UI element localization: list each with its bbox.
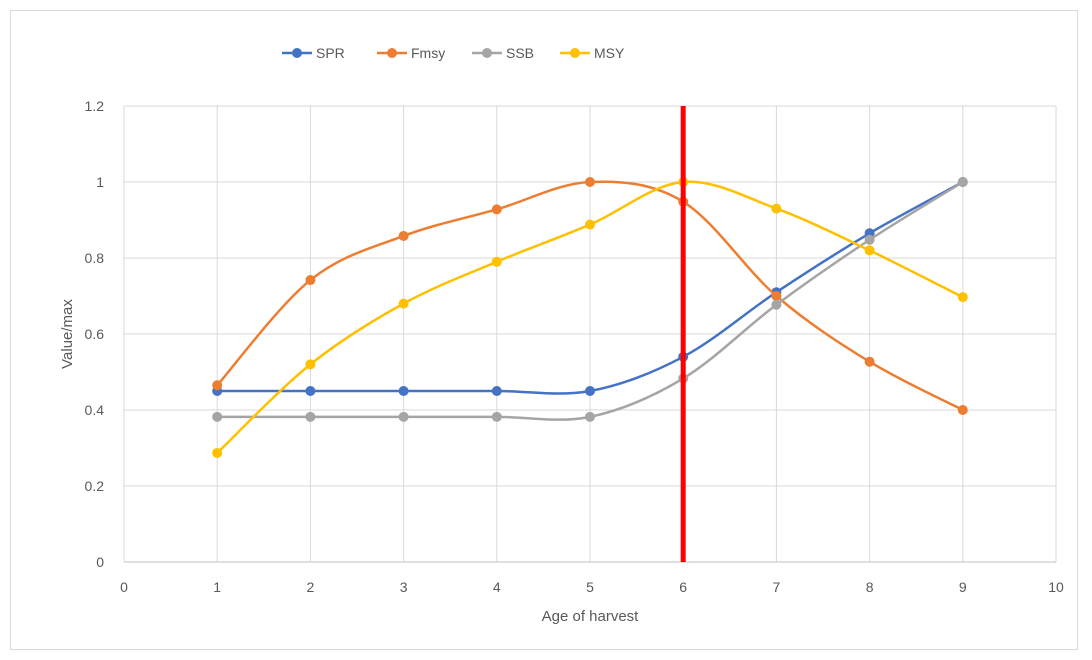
y-tick-label: 0.4	[85, 402, 105, 418]
legend-label-msy: MSY	[594, 45, 625, 61]
data-point	[585, 219, 595, 230]
series-fmsy	[212, 177, 968, 415]
legend-swatch-marker	[387, 48, 397, 58]
x-tick-label: 6	[679, 579, 687, 595]
y-tick-label: 1	[96, 174, 104, 190]
data-point	[771, 299, 782, 310]
x-tick-label: 0	[120, 579, 128, 595]
x-tick-label: 1	[213, 579, 221, 595]
data-point	[398, 298, 409, 309]
legend-label-ssb: SSB	[506, 45, 534, 61]
x-tick-label: 7	[773, 579, 781, 595]
data-point	[305, 359, 316, 370]
data-point	[864, 245, 875, 256]
legend-swatch-marker	[292, 48, 302, 58]
data-point	[212, 380, 223, 391]
tick-labels: 0 1 2 3 4 5 6 7 8 9 10 0 0.2 0.4 0.6 0.8 1 1.2	[85, 98, 1064, 595]
y-tick-label: 0.2	[85, 478, 105, 494]
data-point	[305, 411, 316, 422]
legend-label-fmsy: Fmsy	[411, 45, 445, 61]
data-point	[398, 411, 409, 422]
data-point	[491, 204, 502, 215]
data-point	[864, 356, 875, 367]
data-point	[305, 386, 316, 396]
data-point	[585, 177, 595, 187]
data-point	[491, 386, 502, 396]
legend-label-spr: SPR	[316, 45, 345, 61]
data-point	[212, 411, 223, 422]
gridlines	[124, 105, 1057, 562]
series-line-spr	[217, 180, 964, 395]
data-point	[957, 292, 968, 303]
x-axis-label: Age of harvest	[542, 608, 640, 625]
x-tick-label: 3	[400, 579, 408, 595]
data-point	[585, 411, 595, 422]
data-point	[771, 291, 782, 301]
x-tick-label: 10	[1048, 579, 1064, 595]
y-tick-label: 1.2	[85, 98, 105, 114]
y-axis-label: Value/max	[59, 299, 76, 369]
data-point	[585, 386, 595, 396]
data-point	[398, 230, 409, 241]
legend-swatch-marker	[570, 48, 580, 58]
data-point	[212, 447, 223, 458]
data-point	[957, 405, 968, 415]
series-line-ssb	[217, 180, 964, 421]
x-tick-label: 4	[493, 579, 501, 595]
x-tick-label: 5	[586, 579, 594, 595]
data-point	[491, 256, 502, 267]
legend: SPR Fmsy SSB MSY	[282, 45, 625, 61]
data-point	[771, 203, 782, 214]
y-tick-label: 0	[96, 554, 104, 570]
x-tick-label: 9	[959, 579, 967, 595]
data-point	[305, 275, 316, 286]
data-point	[864, 234, 875, 245]
data-point	[491, 411, 502, 422]
chart-frame	[10, 10, 1078, 650]
series-group	[212, 177, 968, 458]
data-point	[957, 177, 968, 187]
x-tick-label: 8	[866, 579, 874, 595]
axes	[123, 106, 1056, 563]
legend-swatch-marker	[482, 48, 492, 58]
data-point	[398, 386, 409, 396]
y-tick-label: 0.6	[85, 326, 105, 342]
y-tick-label: 0.8	[85, 250, 105, 266]
x-tick-label: 2	[307, 579, 315, 595]
series-msy	[212, 177, 968, 458]
